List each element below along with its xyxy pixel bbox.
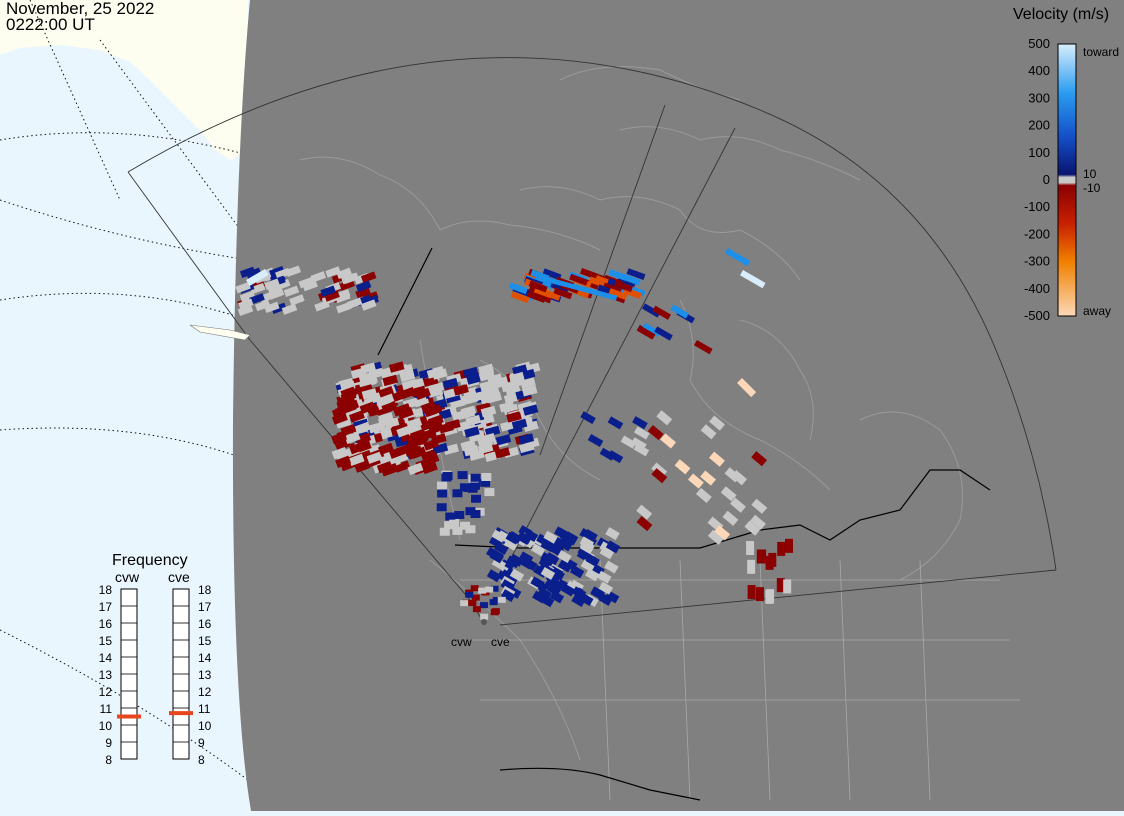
velocity-scale-title: Velocity (m/s) [1013, 6, 1110, 23]
frequency-tick-right: 18 [198, 583, 212, 597]
velocity-tick-label: 200 [1028, 118, 1050, 133]
frequency-tick-left: 10 [99, 719, 113, 733]
frequency-tick-left: 11 [100, 702, 113, 716]
velocity-color-bar [1057, 43, 1077, 317]
radar-site-label-cve: cve [491, 635, 510, 649]
frequency-tick-right: 16 [198, 617, 212, 631]
velocity-tick-label: 100 [1028, 145, 1050, 160]
frequency-tick-left: 15 [99, 634, 113, 648]
velocity-tick-label: -100 [1024, 199, 1050, 214]
frequency-tick-left: 14 [99, 651, 113, 665]
frequency-radar-label-cve: cve [168, 569, 190, 585]
frequency-tick-right: 14 [198, 651, 212, 665]
frequency-tick-right: 10 [198, 719, 212, 733]
frequency-tick-right: 13 [198, 668, 212, 682]
frequency-radar-label-cvw: cvw [115, 569, 140, 585]
frequency-tick-right: 8 [198, 753, 205, 767]
frequency-tick-left: 18 [99, 583, 113, 597]
velocity-tick-label: -300 [1024, 254, 1050, 269]
frequency-tick-left: 17 [99, 600, 113, 614]
arctic-landmass [0, 0, 248, 160]
velocity-label-pos10: 10 [1083, 167, 1097, 181]
radar-site-marker [481, 619, 487, 625]
frequency-tick-right: 15 [198, 634, 212, 648]
velocity-ticks: 500 400 300 200 100 0 -100 -200 -300 -400 -500 towa… [1024, 36, 1119, 323]
velocity-label-toward: toward [1083, 45, 1119, 59]
frequency-tick-left: 12 [99, 685, 113, 699]
graticule [0, 0, 249, 781]
frequency-tick-left: 13 [99, 668, 113, 682]
frequency-title: Frequency [112, 552, 188, 569]
velocity-tick-label: 500 [1028, 36, 1050, 51]
velocity-tick-label: -400 [1024, 281, 1050, 296]
velocity-tick-label: 0 [1043, 172, 1050, 187]
frequency-tick-left: 16 [99, 617, 113, 631]
frequency-grid: 18 18 17 17 16 16 15 15 14 14 13 13 12 12 11 11 10 10 9 9 8 8 [99, 583, 212, 767]
velocity-tick-label: -500 [1024, 308, 1050, 323]
velocity-label-neg10: -10 [1083, 181, 1101, 195]
frequency-tick-left: 8 [105, 753, 112, 767]
velocity-tick-label: 400 [1028, 63, 1050, 78]
frequency-tick-right: 17 [198, 600, 212, 614]
land-sphere [232, 0, 1124, 811]
time-label: 0222:00 UT [6, 15, 95, 34]
velocity-label-away: away [1083, 304, 1111, 318]
date-label: November, 25 2022 [6, 0, 155, 18]
frequency-tick-right: 9 [198, 736, 205, 750]
frequency-tick-right: 11 [198, 702, 211, 716]
velocity-tick-label: 300 [1028, 90, 1050, 105]
radar-site-label-cvw: cvw [451, 635, 472, 649]
frequency-tick-left: 9 [105, 736, 112, 750]
island [189, 324, 251, 341]
velocity-tick-label: -200 [1024, 226, 1050, 241]
frequency-tick-right: 12 [198, 685, 212, 699]
radar-echoes [235, 247, 793, 620]
